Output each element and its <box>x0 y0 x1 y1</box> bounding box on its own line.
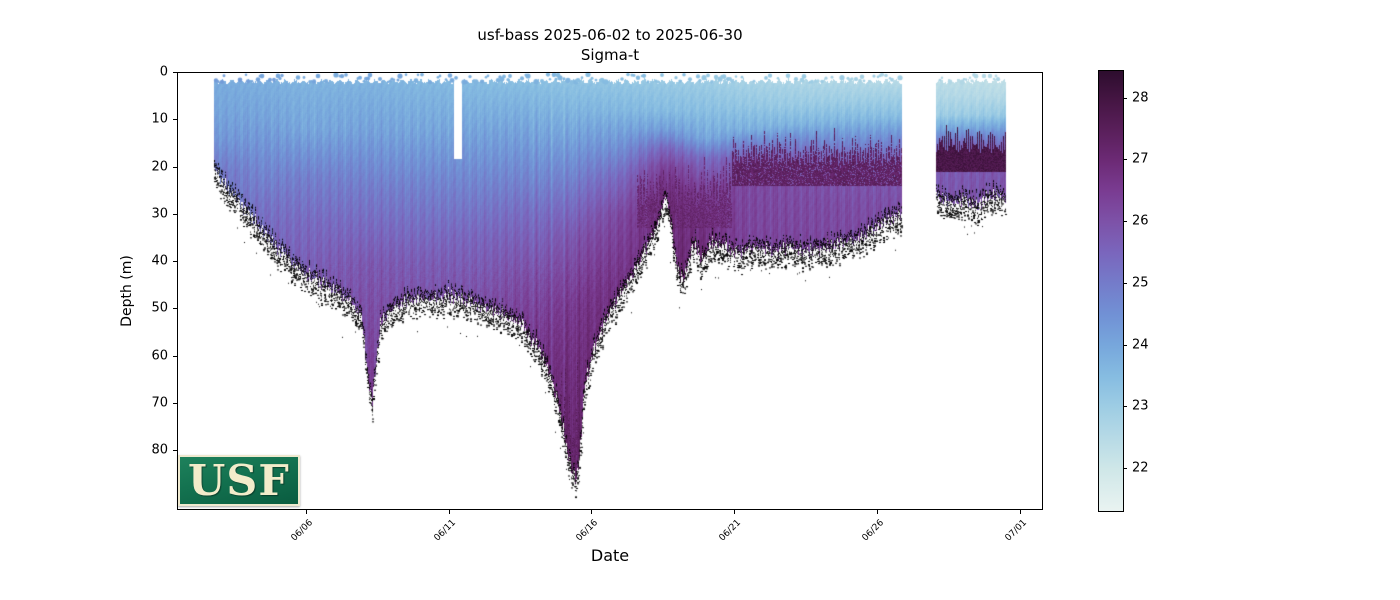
y-tick-label: 20 <box>151 159 168 174</box>
y-tick-label: 80 <box>151 442 168 458</box>
y-tick-label: 0 <box>159 64 168 80</box>
y-tick-mark <box>173 166 177 168</box>
y-tick-label: 70 <box>151 395 168 411</box>
x-tick-mark <box>1019 510 1021 514</box>
y-tick-label: 60 <box>151 348 168 363</box>
colorbar-tick-label: 24 <box>1132 337 1149 353</box>
y-axis-label: Depth (m) <box>119 255 135 327</box>
x-axis-label: Date <box>590 546 630 565</box>
usf-logo: USF <box>178 455 300 506</box>
y-tick-label: 50 <box>151 300 168 316</box>
x-tick-mark <box>734 510 736 514</box>
colorbar-tick-label: 22 <box>1132 460 1149 476</box>
colorbar-tick-mark <box>1123 344 1127 346</box>
colorbar-tick-mark <box>1123 159 1127 161</box>
colorbar-tick-label: 26 <box>1132 213 1149 229</box>
colorbar-tick-mark <box>1123 468 1127 470</box>
x-tick-mark <box>876 510 878 514</box>
y-tick-mark <box>173 450 177 451</box>
y-tick-mark <box>173 308 177 310</box>
y-tick-mark <box>173 72 177 73</box>
chart-subtitle: Sigma-t <box>580 46 640 64</box>
colorbar-tick-label: 27 <box>1132 151 1149 167</box>
x-tick-mark <box>591 510 593 514</box>
colorbar-tick-mark <box>1123 97 1127 99</box>
colorbar-tick-mark <box>1123 406 1127 408</box>
x-tick-mark <box>448 510 450 514</box>
colorbar-tick-label: 23 <box>1132 398 1149 414</box>
colorbar-tick-label: 28 <box>1132 90 1149 106</box>
y-tick-label: 30 <box>151 206 168 222</box>
usf-logo-text: USF <box>188 455 290 505</box>
y-tick-label: 10 <box>151 111 168 127</box>
x-tick-mark <box>305 510 307 514</box>
chart-title: usf-bass 2025-06-02 to 2025-06-30 <box>477 26 743 44</box>
colorbar-tick-label: 25 <box>1132 275 1149 291</box>
y-tick-mark <box>173 213 177 215</box>
colorbar <box>1098 70 1124 512</box>
y-tick-mark <box>173 355 177 357</box>
colorbar-tick-mark <box>1123 282 1127 284</box>
y-tick-label: 40 <box>151 253 168 269</box>
y-tick-mark <box>173 402 177 404</box>
y-tick-mark <box>173 261 177 262</box>
y-tick-mark <box>173 119 177 121</box>
colorbar-tick-mark <box>1123 221 1127 223</box>
